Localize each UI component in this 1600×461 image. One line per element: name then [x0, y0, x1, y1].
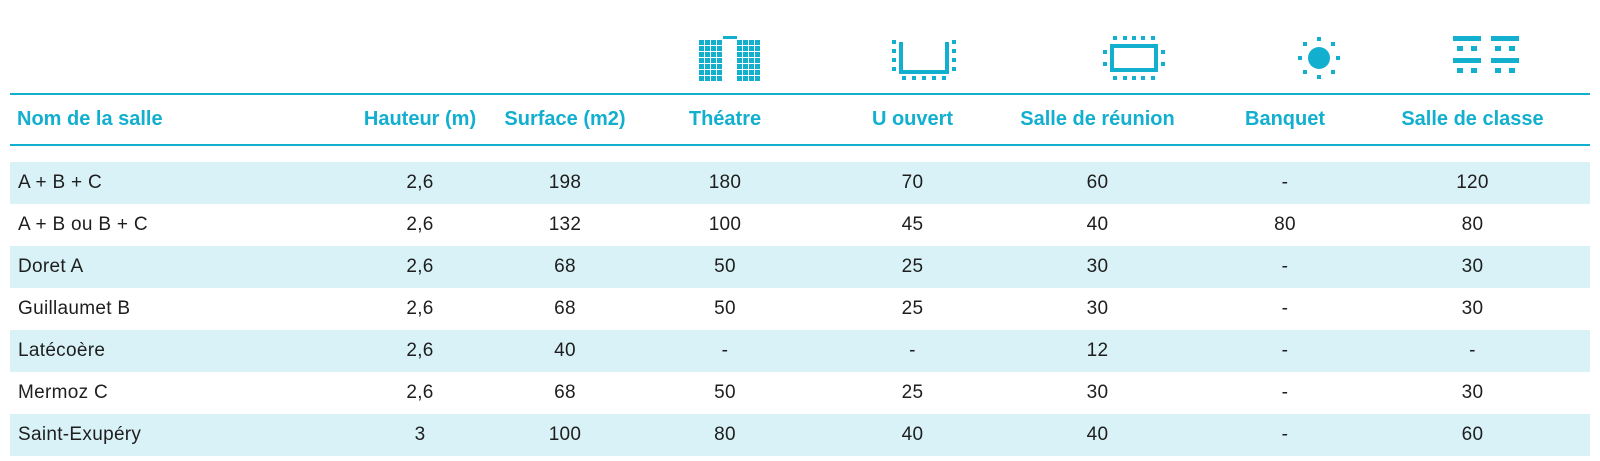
cell-name: A + B ou B + C [18, 214, 148, 235]
col-header-meeting: Salle de réunion [1020, 108, 1175, 130]
u-shape-layout-icon [844, 36, 1004, 80]
cell-height: 2,6 [406, 172, 434, 193]
cell-name: A + B + C [18, 172, 103, 193]
cell-classroom: 60 [1461, 424, 1484, 445]
cell-classroom: 80 [1461, 214, 1484, 235]
cell-u-open: 70 [901, 172, 924, 193]
table-header: Nom de la salle Hauteur (m) Surface (m2)… [10, 95, 1590, 144]
table-row: Saint-Exupéry 3 100 80 40 40 - 60 [10, 414, 1590, 456]
cell-theatre: 100 [708, 214, 742, 235]
header-top-rule [10, 93, 1590, 95]
cell-theatre: - [721, 340, 729, 361]
cell-banquet: - [1281, 382, 1289, 403]
cell-banquet: 80 [1274, 214, 1296, 235]
col-header-banquet: Banquet [1245, 108, 1325, 130]
cell-banquet: - [1281, 424, 1289, 445]
table-row: A + B + C 2,6 198 180 70 60 - 120 [10, 162, 1590, 204]
cell-u-open: 25 [901, 256, 924, 277]
cell-u-open: 25 [901, 382, 924, 403]
cell-banquet: - [1281, 256, 1289, 277]
cell-banquet: - [1281, 340, 1289, 361]
cell-name: Latécoère [18, 340, 106, 361]
cell-theatre: 80 [714, 424, 736, 445]
cell-u-open: 40 [901, 424, 924, 445]
cell-name: Saint-Exupéry [18, 424, 142, 445]
table-row: Guillaumet B 2,6 68 50 25 30 - 30 [10, 288, 1590, 330]
col-header-name: Nom de la salle [17, 108, 163, 130]
cell-meeting: 40 [1086, 214, 1109, 235]
cell-meeting: 30 [1086, 298, 1109, 319]
cell-theatre: 50 [714, 382, 736, 403]
cell-height: 2,6 [406, 340, 434, 361]
cell-banquet: - [1281, 298, 1289, 319]
cell-height: 3 [414, 424, 426, 445]
cell-surface: 68 [554, 382, 576, 403]
classroom-layout-icon [1406, 36, 1566, 78]
cell-u-open: 45 [901, 214, 924, 235]
cell-name: Mermoz C [18, 382, 109, 403]
cell-u-open: - [909, 340, 916, 361]
banquet-layout-icon [1239, 36, 1399, 80]
cell-meeting: 60 [1086, 172, 1109, 193]
cell-surface: 198 [548, 172, 582, 193]
table-row: A + B ou B + C 2,6 132 100 45 40 80 80 [10, 204, 1590, 246]
table-body: A + B + C 2,6 198 180 70 60 - 120 A + B … [10, 162, 1590, 456]
table-row: Mermoz C 2,6 68 50 25 30 - 30 [10, 372, 1590, 414]
cell-name: Doret A [18, 256, 84, 277]
cell-height: 2,6 [406, 298, 434, 319]
cell-banquet: - [1281, 172, 1289, 193]
cell-classroom: - [1469, 340, 1476, 361]
cell-name: Guillaumet B [18, 298, 131, 319]
cell-theatre: 180 [708, 172, 742, 193]
col-header-height: Hauteur (m) [363, 108, 477, 130]
cell-surface: 132 [548, 214, 582, 235]
col-header-surface: Surface (m2) [504, 108, 626, 130]
layout-icons-row [10, 0, 1590, 93]
cell-surface: 40 [554, 340, 576, 361]
table-row: Doret A 2,6 68 50 25 30 - 30 [10, 246, 1590, 288]
col-header-u-open: U ouvert [871, 108, 954, 130]
cell-surface: 68 [554, 298, 576, 319]
cell-height: 2,6 [406, 256, 434, 277]
col-header-classroom: Salle de classe [1401, 108, 1544, 130]
room-capacity-table: Nom de la salle Hauteur (m) Surface (m2)… [10, 0, 1590, 456]
cell-meeting: 30 [1086, 256, 1109, 277]
cell-classroom: 30 [1461, 256, 1484, 277]
cell-classroom: 30 [1461, 382, 1484, 403]
cell-theatre: 50 [714, 298, 736, 319]
cell-meeting: 12 [1086, 340, 1109, 361]
table-row: Latécoère 2,6 40 - - 12 - - [10, 330, 1590, 372]
cell-classroom: 30 [1461, 298, 1484, 319]
theatre-layout-icon [650, 36, 810, 82]
cell-surface: 100 [548, 424, 582, 445]
cell-height: 2,6 [406, 382, 434, 403]
cell-surface: 68 [554, 256, 576, 277]
cell-theatre: 50 [714, 256, 736, 277]
cell-meeting: 40 [1086, 424, 1109, 445]
boardroom-layout-icon [1054, 36, 1214, 80]
header-bottom-rule [10, 144, 1590, 146]
col-header-theatre: Théatre [688, 108, 762, 130]
cell-u-open: 25 [901, 298, 924, 319]
cell-meeting: 30 [1086, 382, 1109, 403]
cell-classroom: 120 [1456, 172, 1489, 193]
cell-height: 2,6 [406, 214, 434, 235]
